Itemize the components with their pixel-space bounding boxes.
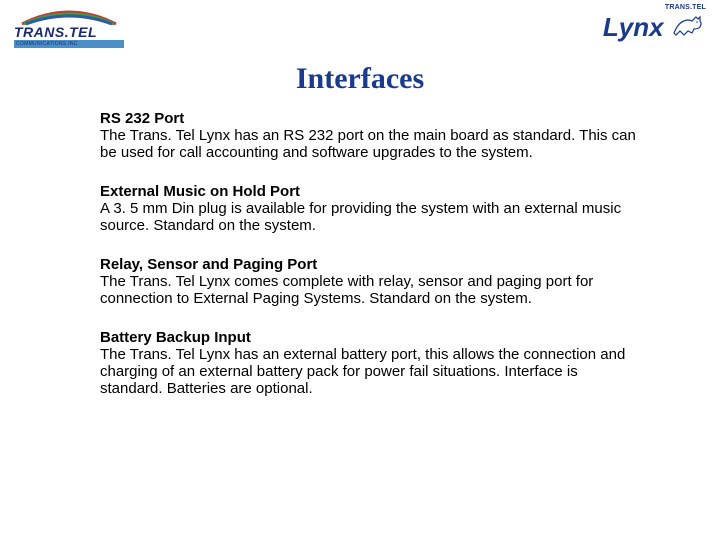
- page-title: Interfaces: [0, 62, 720, 96]
- section-title: Battery Backup Input: [100, 329, 640, 346]
- section-body: A 3. 5 mm Din plug is available for prov…: [100, 200, 640, 234]
- transtel-logo: TRANS.TEL COMMUNICATIONS INC: [14, 8, 124, 48]
- section-title: External Music on Hold Port: [100, 183, 640, 200]
- content-area: RS 232 Port The Trans. Tel Lynx has an R…: [0, 110, 720, 397]
- section-title: RS 232 Port: [100, 110, 640, 127]
- lynx-brand-top: TRANS.TEL: [603, 4, 706, 11]
- section-title: Relay, Sensor and Paging Port: [100, 256, 640, 273]
- section: RS 232 Port The Trans. Tel Lynx has an R…: [100, 110, 640, 161]
- lynx-brand-main: Lynx: [603, 16, 664, 39]
- section: Relay, Sensor and Paging Port The Trans.…: [100, 256, 640, 307]
- transtel-brand-text: TRANS.TEL: [14, 24, 124, 40]
- lynx-cat-icon: [670, 11, 706, 44]
- transtel-tagline: COMMUNICATIONS INC: [14, 40, 124, 48]
- section-body: The Trans. Tel Lynx has an RS 232 port o…: [100, 127, 640, 161]
- section: External Music on Hold Port A 3. 5 mm Di…: [100, 183, 640, 234]
- section-body: The Trans. Tel Lynx has an external batt…: [100, 346, 640, 397]
- lynx-logo: TRANS.TEL Lynx: [603, 4, 706, 44]
- section-body: The Trans. Tel Lynx comes complete with …: [100, 273, 640, 307]
- section: Battery Backup Input The Trans. Tel Lynx…: [100, 329, 640, 397]
- slide-header: TRANS.TEL COMMUNICATIONS INC TRANS.TEL L…: [0, 0, 720, 58]
